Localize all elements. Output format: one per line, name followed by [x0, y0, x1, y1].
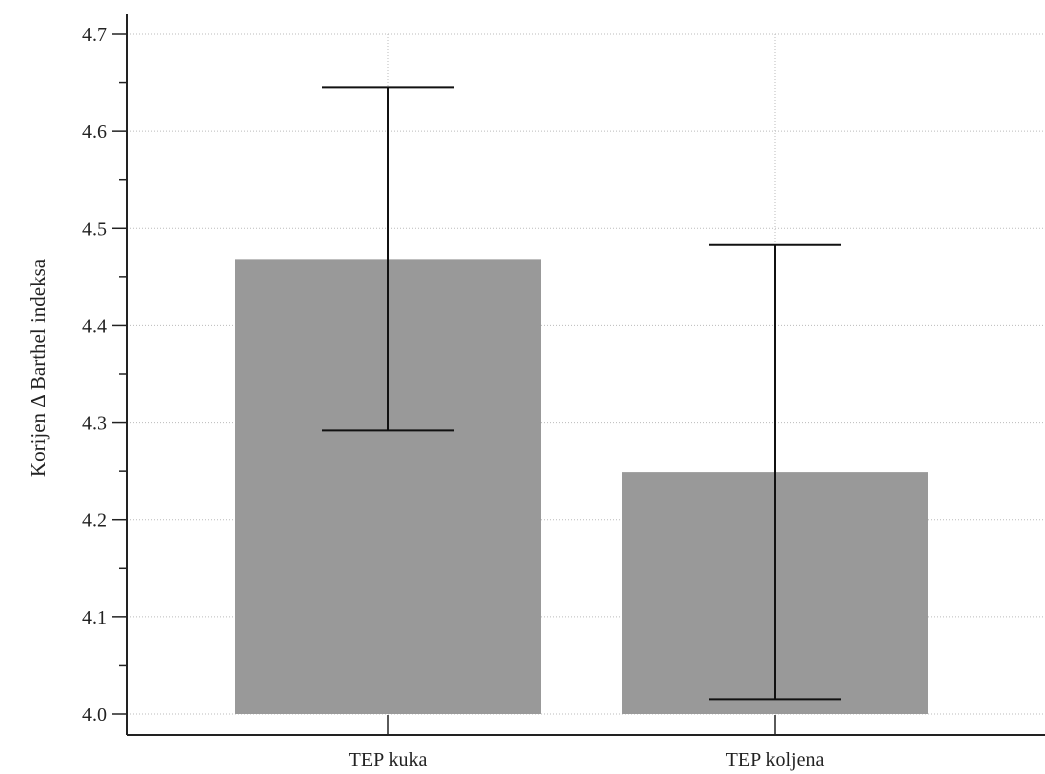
y-tick-label: 4.6 [82, 121, 107, 143]
y-tick-label: 4.4 [82, 315, 107, 337]
y-tick-label: 4.5 [82, 218, 107, 240]
bars [235, 259, 928, 714]
y-ticks: 4.0 4.1 4.2 4.3 4.4 4.5 4.6 4.7 [82, 24, 127, 726]
x-ticks: TEP kuka TEP koljena [349, 715, 825, 771]
y-tick-label: 4.7 [82, 24, 107, 46]
y-tick-label: 4.0 [82, 704, 107, 726]
error-bars [322, 86, 841, 701]
x-tick-label: TEP koljena [726, 749, 825, 771]
y-tick-label: 4.3 [82, 413, 107, 435]
y-axis-title: Korijen Δ Barthel indeksa [26, 258, 50, 477]
y-tick-label: 4.1 [82, 607, 107, 629]
x-tick-label: TEP kuka [349, 749, 428, 771]
y-tick-label: 4.2 [82, 510, 107, 532]
